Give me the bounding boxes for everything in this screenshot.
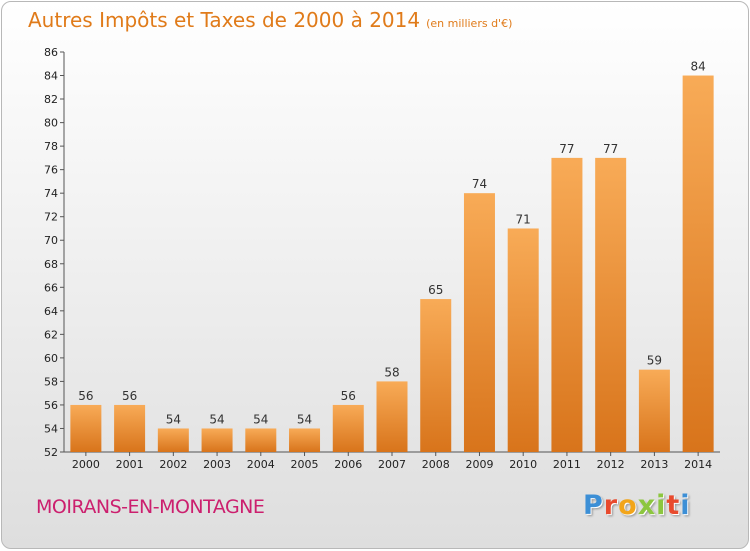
y-tick-label: 84 <box>44 70 58 83</box>
value-label-2012: 77 <box>603 142 618 156</box>
x-tick-label: 2003 <box>203 458 231 471</box>
x-tick-label: 2007 <box>378 458 406 471</box>
x-tick-label: 2008 <box>422 458 450 471</box>
value-label-2001: 56 <box>122 389 137 403</box>
chart-bars <box>70 75 714 453</box>
logo-letter: o <box>618 490 638 521</box>
x-tick-label: 2002 <box>159 458 187 471</box>
value-label-2008: 65 <box>428 283 443 297</box>
y-tick-label: 58 <box>44 375 58 388</box>
logo-letter: i <box>680 490 691 521</box>
y-tick-label: 52 <box>44 446 58 459</box>
value-label-2003: 54 <box>209 412 224 426</box>
logo-letter: P <box>583 490 604 521</box>
x-tick-label: 2000 <box>72 458 100 471</box>
logo-letter: t <box>666 490 681 521</box>
logo-letter: i <box>656 490 667 521</box>
value-label-2013: 59 <box>647 354 662 368</box>
bar-2006 <box>332 404 364 452</box>
y-tick-label: 74 <box>44 187 58 200</box>
y-tick-label: 66 <box>44 281 58 294</box>
title-row: Autres Impôts et Taxes de 2000 à 2014 (en… <box>28 8 512 32</box>
bar-2001 <box>114 404 146 452</box>
bar-2007 <box>376 381 408 452</box>
bar-2008 <box>420 299 452 452</box>
logo-letter: r <box>603 490 619 521</box>
bar-2004 <box>245 428 277 452</box>
y-tick-label: 70 <box>44 234 58 247</box>
y-tick-label: 68 <box>44 258 58 271</box>
y-tick-label: 62 <box>44 328 58 341</box>
bar-2011 <box>551 157 583 452</box>
x-tick-label: 2009 <box>465 458 493 471</box>
bar-2005 <box>289 428 321 452</box>
value-label-2006: 56 <box>341 389 356 403</box>
chart-value-labels: 56 56 54 54 54 54 56 58 65 74 71 77 77 59 84 <box>78 60 706 427</box>
y-tick-label: 80 <box>44 117 58 130</box>
value-label-2004: 54 <box>253 412 268 426</box>
x-tick-label: 2014 <box>684 458 712 471</box>
proxiti-logo: Proxiti <box>583 490 691 521</box>
bar-2003 <box>201 428 233 452</box>
y-tick-label: 60 <box>44 352 58 365</box>
chart-axes: 52 54 56 58 60 62 64 66 68 70 72 74 76 78 80 82 84 86 2000… <box>44 46 720 471</box>
value-label-2007: 58 <box>384 365 399 379</box>
x-tick-label: 2011 <box>553 458 581 471</box>
y-tick-label: 76 <box>44 164 58 177</box>
value-label-2014: 84 <box>690 60 705 74</box>
y-tick-label: 72 <box>44 211 58 224</box>
x-tick-label: 2006 <box>334 458 362 471</box>
y-tick-label: 64 <box>44 305 58 318</box>
value-label-2005: 54 <box>297 412 312 426</box>
y-tick-label: 56 <box>44 399 58 412</box>
x-tick-label: 2001 <box>116 458 144 471</box>
x-tick-label: 2010 <box>509 458 537 471</box>
value-label-2002: 54 <box>166 412 181 426</box>
bar-2012 <box>595 157 627 452</box>
x-tick-label: 2004 <box>247 458 275 471</box>
commune-name: MOIRANS-EN-MONTAGNE <box>36 496 265 518</box>
x-tick-label: 2005 <box>291 458 319 471</box>
bar-2000 <box>70 404 102 452</box>
bar-2010 <box>507 228 539 452</box>
bar-2013 <box>638 369 670 452</box>
y-tick-label: 86 <box>44 46 58 59</box>
bar-2014 <box>682 75 714 452</box>
y-tick-label: 78 <box>44 140 58 153</box>
bar-2002 <box>157 428 189 452</box>
value-label-2011: 77 <box>559 142 574 156</box>
x-tick-label: 2013 <box>640 458 668 471</box>
x-tick-label: 2012 <box>597 458 625 471</box>
chart-title: Autres Impôts et Taxes de 2000 à 2014 <box>28 8 421 32</box>
y-tick-label: 54 <box>44 422 58 435</box>
chart-subtitle: (en milliers d'€) <box>426 17 513 30</box>
y-tick-label: 82 <box>44 93 58 106</box>
bar-2009 <box>463 193 495 453</box>
logo-letter: x <box>637 490 657 521</box>
value-label-2000: 56 <box>78 389 93 403</box>
value-label-2010: 71 <box>516 212 531 226</box>
value-label-2009: 74 <box>472 177 487 191</box>
